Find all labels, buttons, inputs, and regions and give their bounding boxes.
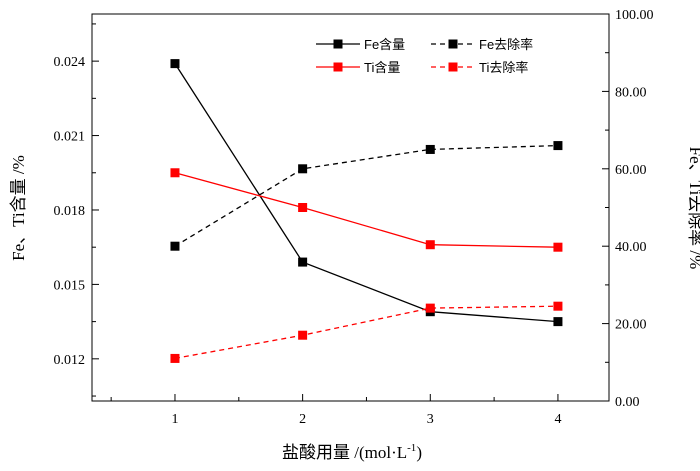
y-right-tick-label: 20.00 <box>615 318 647 333</box>
y-left-tick-label: 0.018 <box>54 204 86 219</box>
x-tick-label: 1 <box>171 412 178 427</box>
series-4-point-4 <box>553 301 563 311</box>
series-1-point-1 <box>170 59 180 69</box>
y-left-tick-label: 0.012 <box>54 353 86 368</box>
series-1-point-2 <box>298 257 308 267</box>
series-line-3 <box>174 172 558 248</box>
series-line-2 <box>174 144 558 247</box>
series-3-point-4 <box>553 242 563 252</box>
series-3-point-3 <box>425 240 435 250</box>
series-4-point-2 <box>298 330 308 340</box>
series-layer <box>170 59 563 363</box>
series-2-point-4 <box>553 141 563 151</box>
y-right-tick-label: 0.00 <box>615 395 640 410</box>
x-axis-title: 盐酸用量 /(mol·L-1) <box>282 442 422 462</box>
x-tick-label: 3 <box>427 412 434 427</box>
x-axis: 1 2 3 4 <box>110 394 561 427</box>
series-2-point-2 <box>298 164 308 174</box>
series-1-point-4 <box>553 317 563 327</box>
y-axis-right: 0.00 20.00 40.00 60.00 80.00 100.00 <box>602 8 654 410</box>
legend-marker <box>333 62 343 72</box>
series-3-point-2 <box>298 203 308 212</box>
series-4-point-3 <box>425 303 435 313</box>
y-right-tick-label: 40.00 <box>615 240 647 255</box>
y-left-tick-label: 0.021 <box>54 130 86 145</box>
x-tick-label: 2 <box>299 412 306 427</box>
y-right-tick-label: 60.00 <box>615 163 647 178</box>
legend-entry-label: Fe含量 <box>364 37 405 52</box>
series-line-1 <box>174 63 558 323</box>
series-4-point-1 <box>170 353 180 363</box>
y-left-tick-label: 0.015 <box>54 278 86 293</box>
y-axis-right-title: Fe、Ti去除率 /% <box>686 147 700 270</box>
series-2-point-1 <box>170 241 180 251</box>
legend-marker <box>448 39 458 49</box>
legend-entry-label: Fe去除率 <box>479 37 533 52</box>
legend: Fe含量 Fe去除率 Ti含量 Ti去除率 <box>316 37 533 75</box>
legend-entry-label: Ti含量 <box>364 60 400 75</box>
plot-area-frame <box>91 13 610 402</box>
y-right-tick-label: 80.00 <box>615 85 647 100</box>
legend-entry-label: Ti去除率 <box>479 60 528 75</box>
x-tick-label: 4 <box>554 412 561 427</box>
y-axis-left: 0.012 0.015 0.018 0.021 0.024 <box>54 23 99 397</box>
y-axis-left-title: Fe、Ti含量 /% <box>9 155 28 261</box>
y-left-tick-label: 0.024 <box>54 55 86 70</box>
legend-marker <box>333 39 343 49</box>
series-2-point-3 <box>425 144 435 154</box>
legend-marker <box>448 62 458 72</box>
series-line-4 <box>174 305 558 360</box>
series-3-point-1 <box>170 168 180 178</box>
y-right-tick-label: 100.00 <box>615 8 654 23</box>
